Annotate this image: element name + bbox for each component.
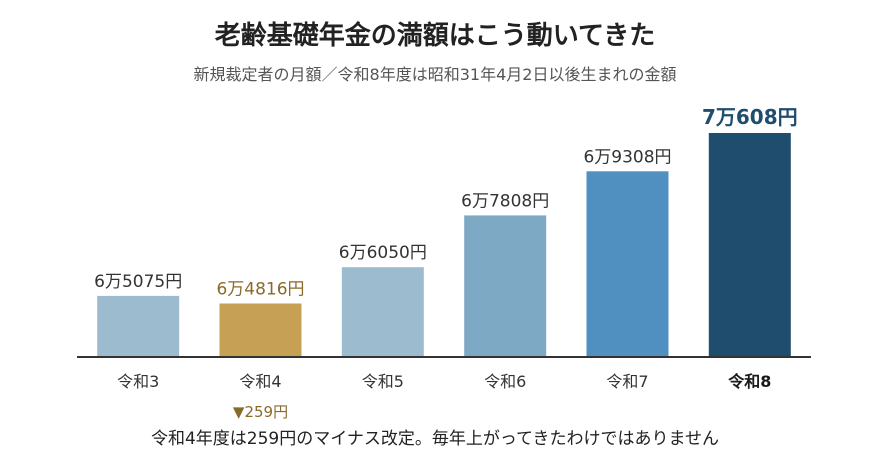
value-label-1: 6万5075円 [94,272,182,292]
bar-3 [341,267,424,357]
category-label-3: 令和5 [362,372,404,391]
value-label-2: 6万4816円 [216,280,304,300]
bars-group [97,133,791,357]
category-label-2: 令和4 [239,372,281,391]
bar-1 [97,295,180,357]
bar-2 [219,303,302,357]
chart-subtitle: 新規裁定者の月額／令和8年度は昭和31年4月2日以後生まれの金額 [194,65,677,84]
footnote: 令和4年度は259円のマイナス改定。毎年上がってきたわけではありません [151,429,719,449]
category-label-4: 令和6 [484,372,526,391]
annotation-decrease: ▼259円 [233,403,288,421]
bar-4 [464,215,547,357]
category-label-5: 令和7 [606,372,648,391]
value-label-6: 7万608円 [702,105,798,129]
category-label-6: 令和8 [727,372,771,391]
value-label-3: 6万6050円 [339,243,427,263]
chart-title: 老齢基礎年金の満額はこう動いてきた [215,20,655,51]
value-label-5: 6万9308円 [583,147,671,167]
value-label-4: 6万7808円 [461,191,549,211]
bar-5 [586,171,669,357]
bar-6 [708,133,791,357]
category-label-1: 令和3 [117,372,159,391]
